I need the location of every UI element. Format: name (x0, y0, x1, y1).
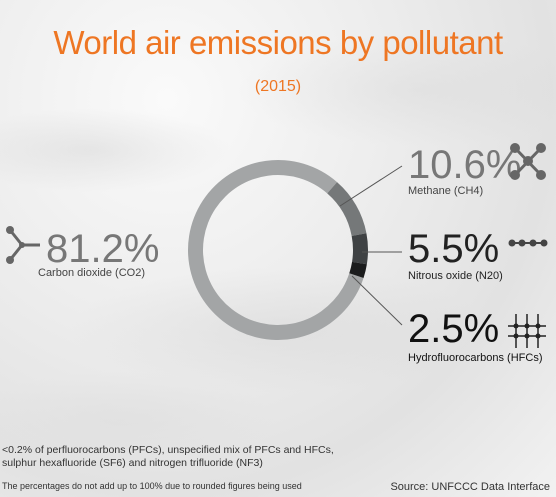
source-credit: Source: UNFCCC Data Interface (390, 481, 550, 493)
chain-molecule-icon (508, 239, 548, 247)
chart-subtitle: (2015) (254, 78, 302, 95)
methane-label: Methane (CH4) (408, 185, 483, 197)
footnote-other-gases: <0.2% of perfluorocarbons (PFCs), unspec… (2, 444, 334, 469)
donut-slices (188, 160, 368, 340)
methane-percent: 10.6% (408, 143, 521, 187)
donut-slice-4 (349, 261, 367, 278)
hfcs-label: Hydrofluorocarbons (HFCs) (408, 352, 542, 364)
donut-slice-2 (327, 182, 367, 236)
co2-label: Carbon dioxide (CO2) (38, 267, 145, 279)
leader-line-methane (339, 165, 403, 207)
donut-slice-3 (351, 233, 368, 265)
leader-line-hfcs (351, 275, 403, 326)
co2-percent: 81.2% (46, 227, 159, 271)
nitrous-percent: 5.5% (408, 227, 499, 271)
branch-molecule-icon (6, 226, 40, 264)
nitrous-label: Nitrous oxide (N20) (408, 270, 503, 282)
footnote-rounding: The percentages do not add up to 100% du… (2, 481, 302, 491)
hfcs-percent: 2.5% (408, 307, 499, 351)
grid-molecule-icon (508, 314, 546, 348)
chart-title: World air emissions by pollutant (53, 24, 503, 61)
x-molecule-icon (510, 143, 546, 180)
